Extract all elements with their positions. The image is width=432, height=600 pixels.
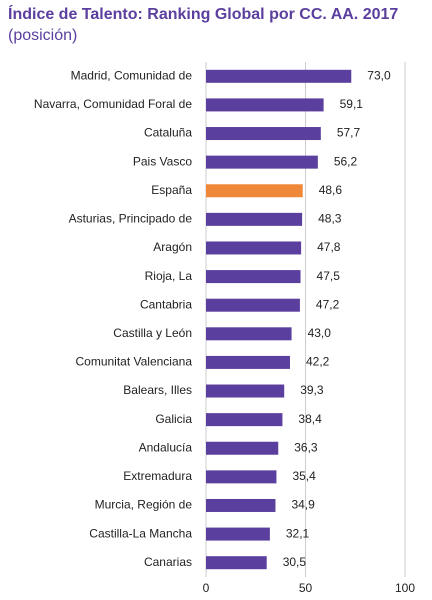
value-label: 47,8 — [317, 240, 341, 254]
y-tick-label: Castilla-La Mancha — [89, 526, 192, 540]
y-tick-label: Pais Vasco — [133, 154, 192, 168]
x-tick-label: 100 — [395, 581, 415, 595]
value-label: 35,4 — [292, 469, 316, 483]
y-tick-label: Extremadura — [123, 469, 192, 483]
y-tick-label: Navarra, Comunidad Foral de — [34, 97, 192, 111]
value-label: 32,1 — [286, 526, 310, 540]
value-label: 48,6 — [319, 183, 343, 197]
y-tick-label: Castilla y León — [113, 326, 192, 340]
value-label: 36,3 — [294, 440, 318, 454]
bar — [206, 327, 292, 341]
bar — [206, 69, 352, 83]
value-label: 39,3 — [300, 383, 324, 397]
y-tick-label: Galicia — [155, 412, 192, 426]
value-label: 30,5 — [283, 555, 307, 569]
bar — [206, 241, 302, 255]
value-label: 47,5 — [317, 269, 341, 283]
value-label: 56,2 — [334, 154, 358, 168]
y-tick-label: Madrid, Comunidad de — [71, 68, 193, 82]
value-label: 48,3 — [318, 212, 342, 226]
value-label: 42,2 — [306, 355, 330, 369]
bar — [206, 470, 277, 484]
chart-title: Índice de Talento: Ranking Global por CC… — [8, 4, 398, 23]
bar — [206, 441, 279, 455]
x-tick-label: 0 — [203, 581, 210, 595]
value-label: 47,2 — [316, 297, 340, 311]
value-label: 34,9 — [291, 498, 315, 512]
bar — [206, 384, 285, 398]
y-tick-label: Murcia, Región de — [95, 498, 193, 512]
value-label: 73,0 — [367, 68, 391, 82]
bar — [206, 98, 324, 112]
y-tick-label: Aragón — [153, 240, 192, 254]
bar — [206, 413, 283, 427]
bar — [206, 270, 301, 284]
y-tick-label: Andalucía — [139, 440, 193, 454]
bar — [206, 355, 290, 369]
value-label: 59,1 — [340, 97, 364, 111]
bar — [206, 298, 300, 312]
y-tick-label: Canarias — [144, 555, 192, 569]
value-label: 57,7 — [337, 126, 361, 140]
value-label: 43,0 — [308, 326, 332, 340]
bar — [206, 212, 303, 226]
bar — [206, 527, 270, 541]
bar — [206, 155, 318, 169]
bar — [206, 127, 321, 141]
y-tick-label: Rioja, La — [145, 269, 193, 283]
y-tick-label: Comunitat Valenciana — [75, 355, 192, 369]
bar — [206, 498, 276, 512]
y-tick-label: Asturias, Principado de — [69, 212, 193, 226]
y-tick-label: España — [151, 183, 192, 197]
bar — [206, 556, 267, 570]
y-tick-label: Cantabria — [140, 297, 192, 311]
bar — [206, 184, 303, 198]
chart-subtitle: (posición) — [8, 27, 77, 44]
x-tick-label: 50 — [299, 581, 313, 595]
y-tick-label: Cataluña — [144, 126, 192, 140]
y-tick-label: Balears, Illes — [123, 383, 192, 397]
value-label: 38,4 — [298, 412, 322, 426]
